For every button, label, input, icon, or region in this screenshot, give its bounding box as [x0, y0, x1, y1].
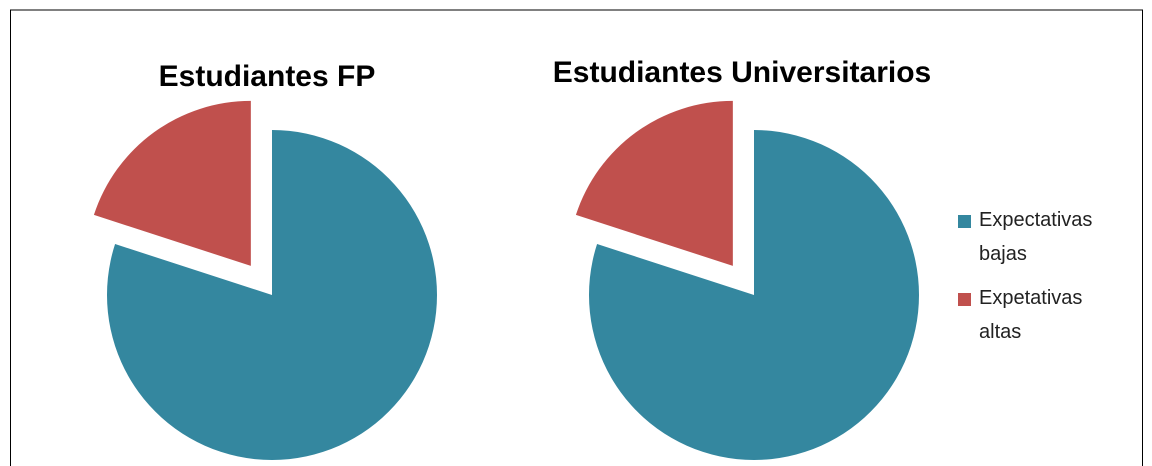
legend-label: Expectativas bajas: [979, 209, 1093, 265]
chart-title: Estudiantes Universitarios: [553, 56, 931, 89]
legend-swatch: [958, 293, 971, 306]
legend-item: Expetativas altas: [958, 281, 1118, 349]
legend-label: Expetativas altas: [979, 287, 1083, 343]
pie-slice: [575, 100, 733, 266]
legend: Expectativas bajas Expetativas altas: [958, 203, 1118, 359]
legend-swatch: [958, 215, 971, 228]
pie-slice: [93, 100, 251, 266]
pie-slice: [589, 130, 919, 460]
pie-slice: [106, 130, 438, 460]
legend-item: Expectativas bajas: [958, 203, 1118, 271]
chart-title: Estudiantes FP: [159, 60, 376, 93]
